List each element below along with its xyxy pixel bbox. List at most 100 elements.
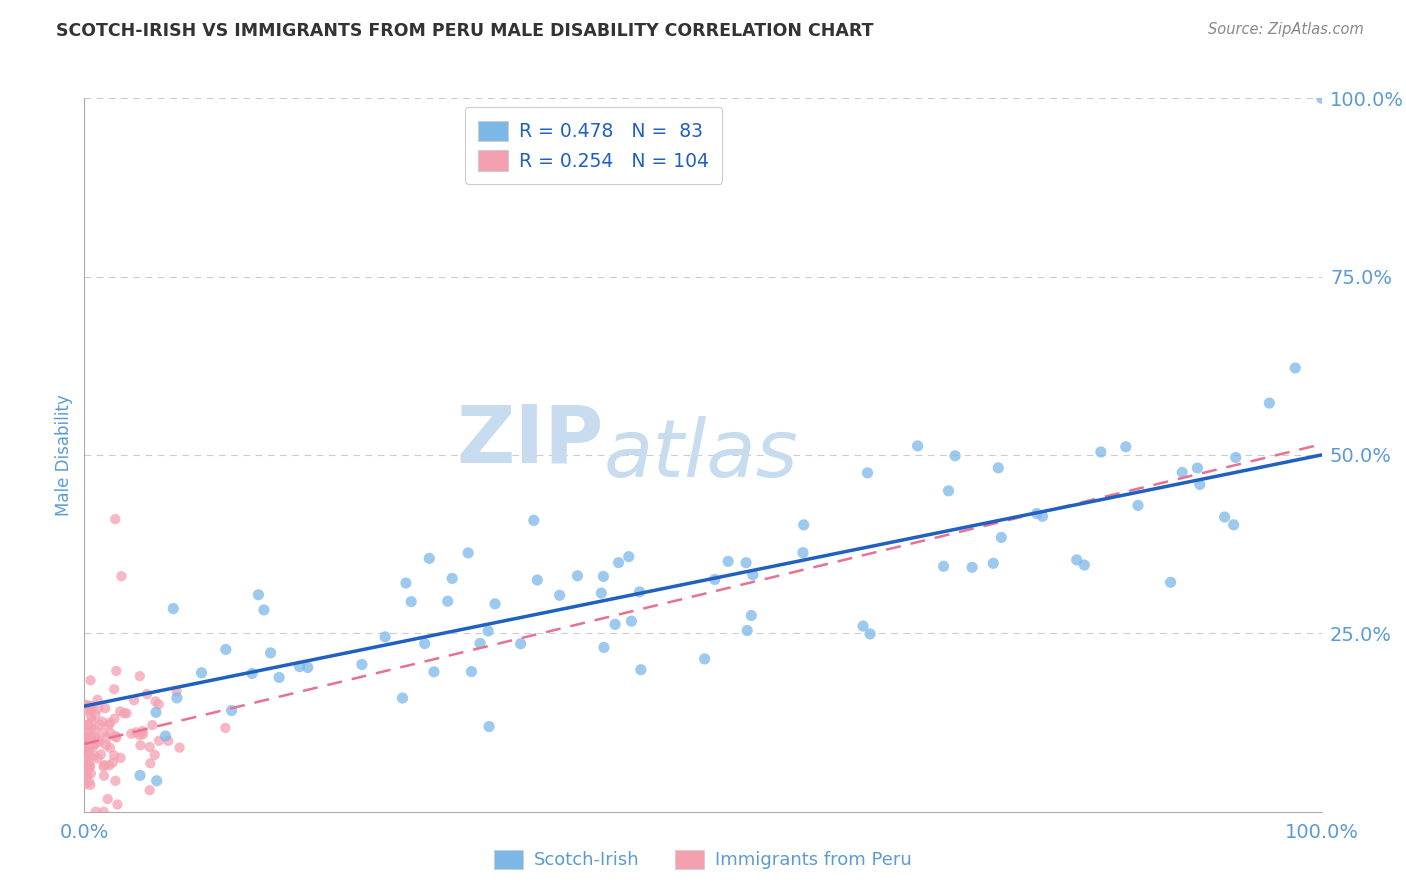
Point: [93, 769, 115, 783]
Point: [105, 731, 128, 745]
Point: [460, 665, 482, 679]
Point: [75, 731, 97, 746]
Point: [413, 636, 436, 650]
Point: [76, 730, 98, 744]
Point: [1025, 507, 1047, 521]
Point: [214, 721, 236, 735]
Point: [288, 659, 311, 673]
Point: [107, 797, 129, 812]
Point: [457, 546, 479, 560]
Point: [87, 701, 110, 715]
Point: [120, 727, 142, 741]
Point: [1066, 553, 1088, 567]
Text: atlas: atlas: [605, 416, 799, 494]
Point: [104, 773, 127, 788]
Point: [793, 517, 815, 532]
Point: [240, 666, 263, 681]
Point: [104, 729, 127, 743]
Point: [75, 777, 97, 791]
Point: [630, 663, 652, 677]
Point: [80, 704, 103, 718]
Point: [101, 756, 124, 770]
Point: [620, 614, 643, 628]
Point: [76, 768, 98, 782]
Point: [86, 734, 108, 748]
Point: [436, 594, 458, 608]
Point: [468, 636, 491, 650]
Point: [593, 640, 616, 655]
Point: [84, 708, 107, 723]
Point: [80, 722, 103, 736]
Point: [73, 733, 96, 747]
Point: [138, 740, 160, 755]
Point: [73, 747, 96, 761]
Point: [1126, 499, 1149, 513]
Point: [1160, 575, 1182, 590]
Point: [190, 665, 212, 680]
Point: [80, 714, 103, 729]
Point: [215, 642, 238, 657]
Point: [103, 682, 125, 697]
Point: [852, 619, 875, 633]
Point: [1073, 558, 1095, 572]
Point: [145, 706, 167, 720]
Point: [76, 739, 98, 753]
Point: [740, 608, 762, 623]
Point: [269, 670, 291, 684]
Point: [938, 483, 960, 498]
Point: [567, 568, 589, 582]
Point: [83, 731, 105, 745]
Point: [1171, 466, 1194, 480]
Point: [155, 729, 177, 743]
Point: [90, 747, 112, 762]
Point: [138, 783, 160, 797]
Point: [100, 726, 122, 740]
Point: [79, 756, 101, 770]
Point: [83, 737, 105, 751]
Point: [509, 637, 531, 651]
Point: [166, 684, 188, 698]
Point: [628, 585, 651, 599]
Point: [548, 588, 571, 602]
Point: [703, 573, 725, 587]
Point: [981, 557, 1004, 571]
Point: [131, 724, 153, 739]
Point: [77, 740, 100, 755]
Point: [477, 624, 499, 638]
Point: [98, 740, 121, 755]
Point: [741, 567, 763, 582]
Point: [395, 576, 418, 591]
Point: [77, 774, 100, 789]
Point: [591, 586, 613, 600]
Point: [91, 714, 114, 729]
Point: [157, 734, 180, 748]
Point: [97, 718, 120, 732]
Point: [125, 725, 148, 739]
Point: [1284, 361, 1306, 376]
Point: [1188, 477, 1211, 491]
Point: [98, 715, 121, 730]
Point: [960, 560, 983, 574]
Point: [162, 601, 184, 615]
Point: [84, 805, 107, 819]
Point: [76, 754, 98, 768]
Point: [735, 556, 758, 570]
Legend: Scotch-Irish, Immigrants from Peru: Scotch-Irish, Immigrants from Peru: [485, 841, 921, 879]
Point: [94, 738, 117, 752]
Point: [148, 733, 170, 747]
Point: [141, 718, 163, 732]
Point: [110, 569, 132, 583]
Point: [484, 597, 506, 611]
Point: [523, 513, 546, 527]
Point: [139, 756, 162, 771]
Point: [103, 748, 125, 763]
Point: [75, 704, 97, 718]
Point: [105, 664, 128, 678]
Point: [79, 778, 101, 792]
Point: [76, 758, 98, 772]
Point: [108, 704, 131, 718]
Point: [80, 702, 103, 716]
Point: [86, 732, 108, 747]
Point: [374, 630, 396, 644]
Point: [97, 792, 120, 806]
